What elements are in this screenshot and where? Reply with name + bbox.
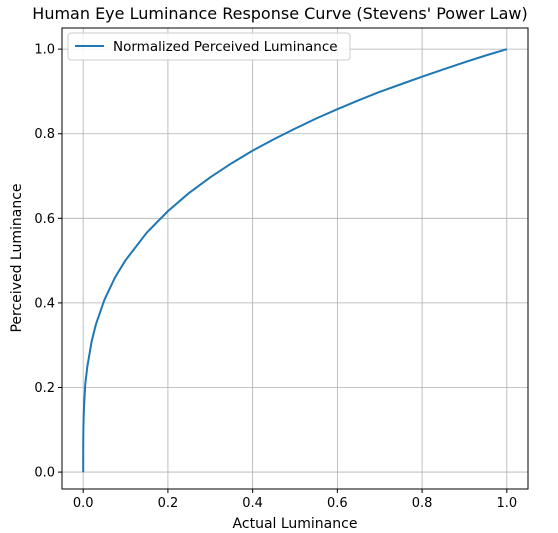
y-axis-label: Perceived Luminance: [9, 183, 25, 332]
legend-box: [67, 32, 351, 61]
plot-area-frame: [61, 27, 529, 490]
y-tick-label: 0.0: [34, 466, 55, 481]
y-tick-label: 1.0: [34, 43, 55, 58]
chart-title: Human Eye Luminance Response Curve (Stev…: [32, 4, 527, 23]
x-tick-label: 0.2: [158, 496, 179, 511]
x-axis-label: Actual Luminance: [233, 516, 358, 532]
x-tick-label: 0.8: [412, 496, 433, 511]
x-tick-label: 0.0: [73, 496, 94, 511]
x-tick-label: 0.4: [242, 496, 263, 511]
y-tick-label: 0.2: [34, 381, 55, 396]
y-tick-label: 0.6: [34, 212, 55, 227]
y-tick-label: 0.4: [34, 296, 55, 311]
series-layer: [82, 48, 508, 473]
x-tick-label: 1.0: [496, 496, 517, 511]
grid: [62, 28, 528, 489]
legend: Normalized Perceived Luminance: [67, 32, 351, 61]
ticks: 0.0 0.2 0.4 0.6 0.8 1.0 0.0 0.2 0.4 0.6 0.8 1.0: [34, 43, 517, 511]
legend-label: Normalized Perceived Luminance: [113, 39, 338, 55]
x-tick-label: 0.6: [327, 496, 348, 511]
series-line: [82, 48, 508, 473]
y-tick-label: 0.8: [34, 127, 55, 142]
